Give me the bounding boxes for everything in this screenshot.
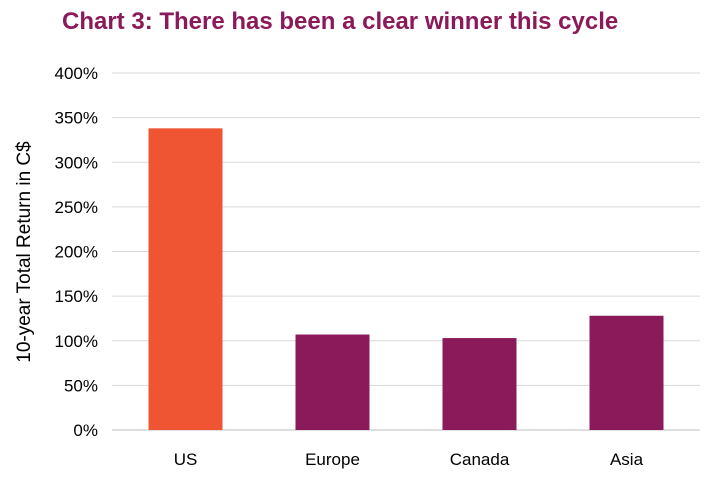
- x-tick-label-europe: Europe: [305, 450, 360, 469]
- x-tick-label-canada: Canada: [450, 450, 510, 469]
- bars: [148, 128, 664, 430]
- y-axis-title: 10-year Total Return in C$: [14, 141, 35, 363]
- bar-us: [148, 128, 223, 430]
- y-tick-label: 150%: [55, 287, 98, 306]
- y-tick-label: 250%: [55, 198, 98, 217]
- y-tick-label: 200%: [55, 243, 98, 262]
- y-tick-label: 350%: [55, 109, 98, 128]
- x-tick-label-us: US: [174, 450, 198, 469]
- y-axis-ticks: 0% 50% 100% 150% 200% 250% 300% 350% 400%: [55, 64, 98, 440]
- y-tick-label: 0%: [73, 421, 98, 440]
- bar-europe: [295, 334, 370, 430]
- y-tick-label: 50%: [64, 376, 98, 395]
- y-tick-label: 100%: [55, 332, 98, 351]
- bar-canada: [442, 338, 517, 430]
- y-tick-label: 300%: [55, 153, 98, 172]
- x-axis-ticks: US Europe Canada Asia: [174, 450, 644, 469]
- y-tick-label: 400%: [55, 64, 98, 83]
- x-tick-label-asia: Asia: [610, 450, 644, 469]
- bar-asia: [589, 315, 664, 430]
- chart-title: Chart 3: There has been a clear winner t…: [62, 8, 619, 35]
